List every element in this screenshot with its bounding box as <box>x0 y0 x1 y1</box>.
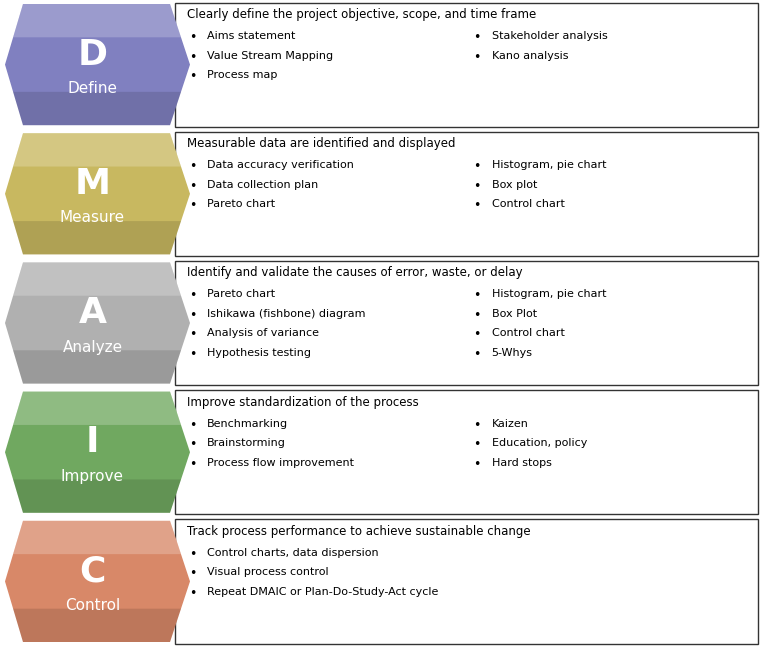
Text: D: D <box>77 37 108 72</box>
Text: •: • <box>189 160 196 173</box>
Text: •: • <box>189 70 196 83</box>
Text: Analysis of variance: Analysis of variance <box>207 328 319 339</box>
Polygon shape <box>5 4 190 125</box>
Text: C: C <box>79 554 105 589</box>
Text: Hard stops: Hard stops <box>491 457 552 468</box>
Text: •: • <box>189 567 196 580</box>
Text: Control chart: Control chart <box>491 328 565 339</box>
FancyBboxPatch shape <box>175 132 758 256</box>
Text: Box plot: Box plot <box>491 180 537 190</box>
Text: Control charts, data dispersion: Control charts, data dispersion <box>207 548 379 557</box>
Text: A: A <box>79 296 106 330</box>
Text: Pareto chart: Pareto chart <box>207 199 275 209</box>
Text: Data accuracy verification: Data accuracy verification <box>207 160 354 170</box>
Text: M: M <box>75 167 111 201</box>
FancyBboxPatch shape <box>175 519 758 643</box>
Text: Repeat DMAIC or Plan-Do-Study-Act cycle: Repeat DMAIC or Plan-Do-Study-Act cycle <box>207 587 439 597</box>
Text: •: • <box>474 328 481 341</box>
Text: •: • <box>474 180 481 193</box>
Text: •: • <box>474 457 481 470</box>
Text: Measure: Measure <box>60 211 125 225</box>
Text: Process map: Process map <box>207 70 277 80</box>
Text: Improve standardization of the process: Improve standardization of the process <box>187 395 419 409</box>
Text: Track process performance to achieve sustainable change: Track process performance to achieve sus… <box>187 525 531 538</box>
FancyBboxPatch shape <box>175 3 758 127</box>
Text: •: • <box>189 457 196 470</box>
Text: Aims statement: Aims statement <box>207 31 296 41</box>
Text: •: • <box>189 348 196 361</box>
Text: Control chart: Control chart <box>491 199 565 209</box>
Text: Kano analysis: Kano analysis <box>491 50 568 61</box>
Polygon shape <box>13 92 181 125</box>
Text: Benchmarking: Benchmarking <box>207 419 288 428</box>
Text: •: • <box>189 31 196 44</box>
Text: •: • <box>474 289 481 302</box>
Text: Identify and validate the causes of error, waste, or delay: Identify and validate the causes of erro… <box>187 266 523 280</box>
Text: I: I <box>86 425 99 459</box>
Text: Control: Control <box>65 598 120 613</box>
Text: Ishikawa (fishbone) diagram: Ishikawa (fishbone) diagram <box>207 309 365 319</box>
Polygon shape <box>13 479 181 513</box>
Text: Education, policy: Education, policy <box>491 438 587 448</box>
Text: Improve: Improve <box>61 469 124 484</box>
Text: Clearly define the project objective, scope, and time frame: Clearly define the project objective, sc… <box>187 8 536 21</box>
Polygon shape <box>13 221 181 255</box>
Text: Analyze: Analyze <box>63 340 122 355</box>
Polygon shape <box>13 133 181 167</box>
Polygon shape <box>13 262 181 296</box>
Text: Value Stream Mapping: Value Stream Mapping <box>207 50 333 61</box>
Text: Hypothesis testing: Hypothesis testing <box>207 348 311 358</box>
Text: •: • <box>189 328 196 341</box>
Text: 5-Whys: 5-Whys <box>491 348 533 358</box>
Text: •: • <box>474 160 481 173</box>
Polygon shape <box>5 262 190 384</box>
Polygon shape <box>13 391 181 425</box>
Text: •: • <box>189 199 196 212</box>
Text: •: • <box>474 50 481 63</box>
Text: Process flow improvement: Process flow improvement <box>207 457 354 468</box>
Text: •: • <box>189 180 196 193</box>
Polygon shape <box>13 4 181 37</box>
Text: •: • <box>474 348 481 361</box>
Polygon shape <box>5 133 190 255</box>
Polygon shape <box>13 350 181 384</box>
Text: Stakeholder analysis: Stakeholder analysis <box>491 31 607 41</box>
Text: Brainstorming: Brainstorming <box>207 438 286 448</box>
Text: Pareto chart: Pareto chart <box>207 289 275 299</box>
Polygon shape <box>5 391 190 513</box>
Text: Kaizen: Kaizen <box>491 419 529 428</box>
Text: •: • <box>189 309 196 322</box>
Text: Histogram, pie chart: Histogram, pie chart <box>491 289 606 299</box>
Text: •: • <box>189 438 196 451</box>
Polygon shape <box>13 521 181 554</box>
Text: •: • <box>474 438 481 451</box>
Text: •: • <box>189 587 196 599</box>
Text: Measurable data are identified and displayed: Measurable data are identified and displ… <box>187 137 455 151</box>
Polygon shape <box>13 609 181 642</box>
Text: •: • <box>474 199 481 212</box>
Text: Histogram, pie chart: Histogram, pie chart <box>491 160 606 170</box>
Text: •: • <box>189 548 196 561</box>
Text: •: • <box>189 50 196 63</box>
Text: •: • <box>474 419 481 432</box>
Text: •: • <box>189 289 196 302</box>
Text: Data collection plan: Data collection plan <box>207 180 319 190</box>
FancyBboxPatch shape <box>175 261 758 385</box>
Text: •: • <box>189 419 196 432</box>
Text: Define: Define <box>67 81 118 96</box>
Text: Visual process control: Visual process control <box>207 567 329 578</box>
Text: Box Plot: Box Plot <box>491 309 536 319</box>
Text: •: • <box>474 309 481 322</box>
Text: •: • <box>474 31 481 44</box>
Polygon shape <box>5 521 190 642</box>
FancyBboxPatch shape <box>175 390 758 514</box>
